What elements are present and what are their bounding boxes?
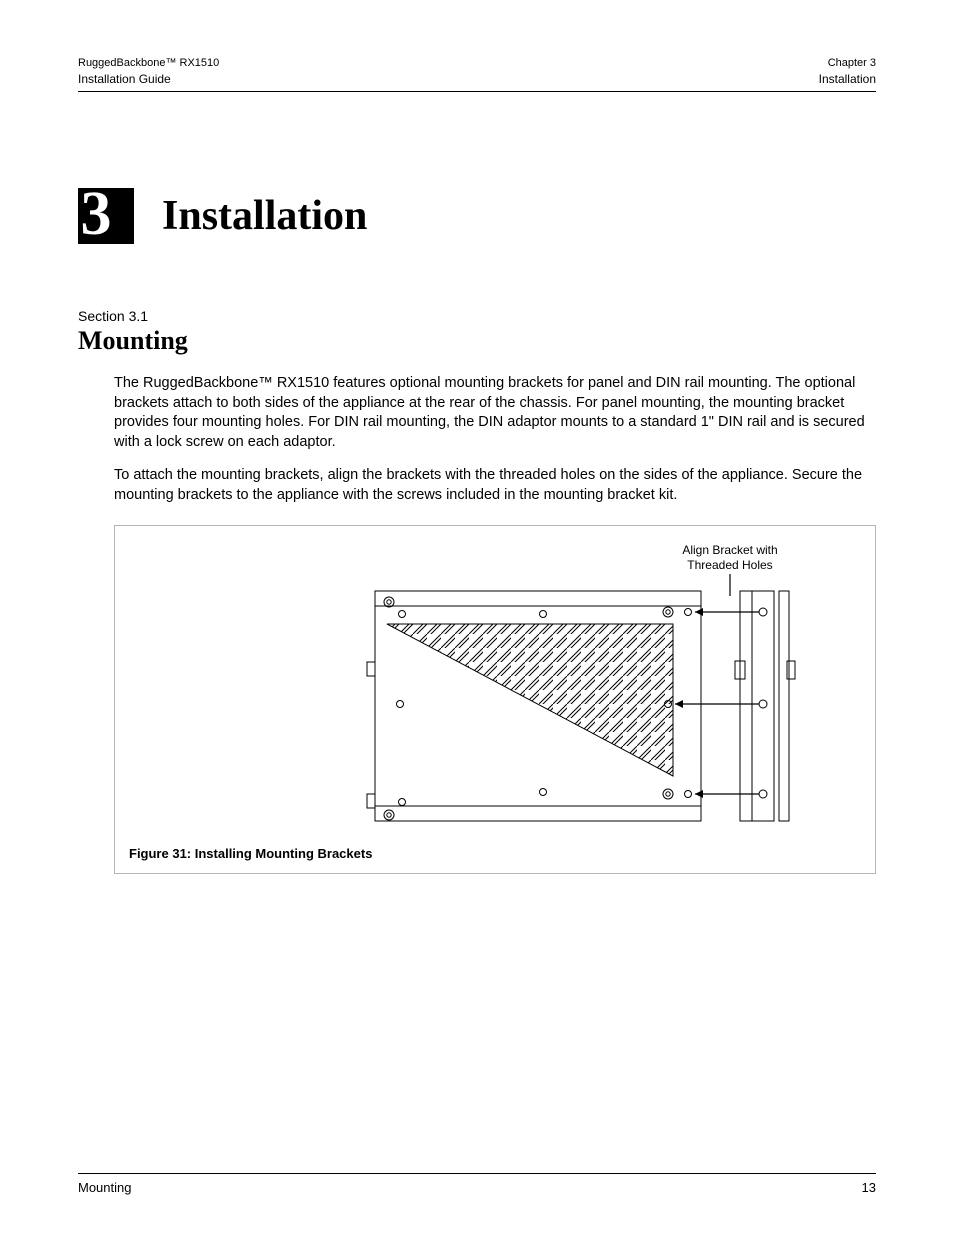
figure-container: Align Bracket with Threaded Holes [114,525,876,874]
header-product: RuggedBackbone™ RX1510 [78,56,219,71]
footer-page-number: 13 [862,1180,876,1195]
header-chapter-name: Installation [819,71,876,87]
page-header: RuggedBackbone™ RX1510 Installation Guid… [78,56,876,92]
figure-svg-wrap: Align Bracket with Threaded Holes [129,536,861,836]
page-footer: Mounting 13 [78,1173,876,1195]
chapter-heading: 3 Installation [78,188,876,244]
section-title: Mounting [78,326,876,356]
header-left: RuggedBackbone™ RX1510 Installation Guid… [78,56,219,87]
callout-line1: Align Bracket with [682,543,777,557]
page: RuggedBackbone™ RX1510 Installation Guid… [0,0,954,1235]
chapter-number-box: 3 [78,188,134,244]
footer-section-name: Mounting [78,1180,131,1195]
header-doc-title: Installation Guide [78,71,219,87]
mounting-bracket-diagram: Align Bracket with Threaded Holes [175,536,815,836]
header-chapter-ref: Chapter 3 [819,56,876,71]
chapter-number: 3 [81,183,112,245]
figure-caption: Figure 31: Installing Mounting Brackets [129,846,861,861]
header-right: Chapter 3 Installation [819,56,876,87]
body-paragraph-2: To attach the mounting brackets, align t… [114,466,876,505]
alignment-arrow-icon [675,574,759,798]
callout-line2: Threaded Holes [687,558,772,572]
body-paragraph-1: The RuggedBackbone™ RX1510 features opti… [114,374,876,452]
bracket-icon [735,591,795,821]
section-label: Section 3.1 [78,308,876,324]
chapter-title: Installation [162,192,367,240]
